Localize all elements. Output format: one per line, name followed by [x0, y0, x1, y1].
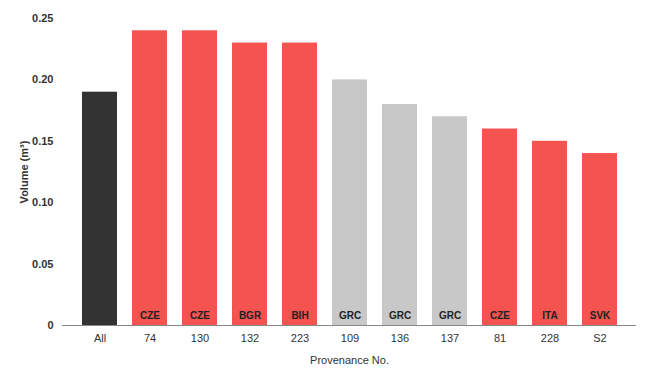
svg-text:GRC: GRC [339, 310, 361, 321]
svg-text:0.05: 0.05 [32, 258, 53, 270]
svg-text:0.15: 0.15 [32, 135, 53, 147]
svg-text:GRC: GRC [439, 310, 461, 321]
svg-text:All: All [94, 332, 106, 344]
svg-text:S2: S2 [593, 332, 606, 344]
svg-text:BIH: BIH [291, 310, 308, 321]
svg-text:223: 223 [291, 332, 309, 344]
svg-text:228: 228 [541, 332, 559, 344]
svg-text:132: 132 [241, 332, 259, 344]
svg-text:74: 74 [144, 332, 156, 344]
svg-text:GRC: GRC [389, 310, 411, 321]
svg-text:0: 0 [47, 319, 53, 331]
svg-text:SVK: SVK [590, 310, 611, 321]
svg-text:136: 136 [391, 332, 409, 344]
svg-text:CZE: CZE [490, 310, 510, 321]
svg-text:0.25: 0.25 [32, 12, 53, 24]
svg-text:Volume (m³): Volume (m³) [18, 140, 30, 203]
svg-text:CZE: CZE [190, 310, 210, 321]
svg-text:81: 81 [494, 332, 506, 344]
svg-text:0.20: 0.20 [32, 73, 53, 85]
svg-text:CZE: CZE [140, 310, 160, 321]
svg-text:109: 109 [341, 332, 359, 344]
svg-text:130: 130 [191, 332, 209, 344]
svg-text:BGR: BGR [239, 310, 262, 321]
svg-text:0.10: 0.10 [32, 196, 53, 208]
svg-text:137: 137 [441, 332, 459, 344]
svg-text:Provenance No.: Provenance No. [310, 354, 389, 366]
svg-text:ITA: ITA [542, 310, 557, 321]
